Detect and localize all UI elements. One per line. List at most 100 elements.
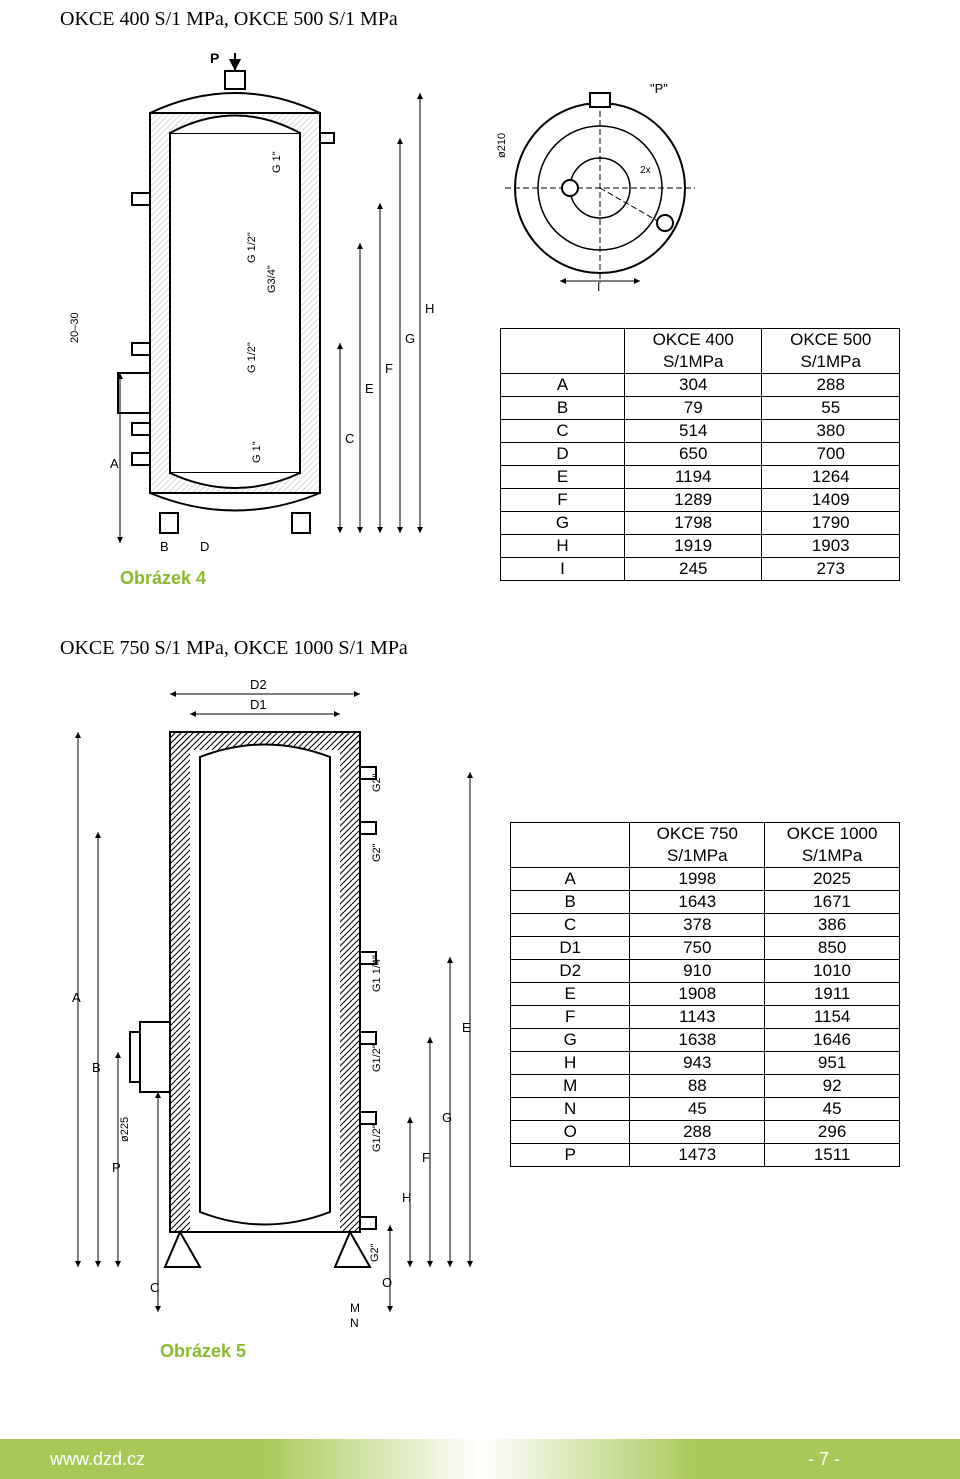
fig2-M: M: [350, 1301, 360, 1315]
footer-gradient: [260, 1439, 700, 1479]
fig2-B: B: [92, 1060, 101, 1075]
fig1-C: C: [345, 431, 354, 446]
fig1-F: F: [385, 361, 393, 376]
fig1-g1: G 1": [271, 151, 283, 173]
cell-value: 1194: [624, 466, 762, 489]
cell-value: 1790: [762, 512, 900, 535]
row-label: D: [501, 443, 625, 466]
table-row: D650700: [501, 443, 900, 466]
cell-value: 55: [762, 397, 900, 420]
fig2-g2a: G2": [371, 773, 383, 792]
row-label: M: [511, 1075, 630, 1098]
table-row: F11431154: [511, 1006, 900, 1029]
cell-value: 304: [624, 374, 762, 397]
table-row: B7955: [501, 397, 900, 420]
fig1b-g: 2x: [640, 165, 651, 176]
cell-value: 273: [762, 558, 900, 581]
fig1-g1b: G 1": [251, 441, 263, 463]
cell-value: 1646: [765, 1029, 900, 1052]
cell-value: 88: [630, 1075, 765, 1098]
row-label: H: [511, 1052, 630, 1075]
fig1b-d210: ø210: [496, 133, 508, 158]
cell-value: 1511: [765, 1144, 900, 1167]
row-label: G: [501, 512, 625, 535]
cell-value: 514: [624, 420, 762, 443]
table-2-wrap: OKCE 750 S/1MPa OKCE 1000 S/1MPa A199820…: [510, 822, 900, 1167]
cell-value: 850: [765, 937, 900, 960]
row-label: G: [511, 1029, 630, 1052]
row-label: C: [511, 914, 630, 937]
table-row: E11941264: [501, 466, 900, 489]
cell-value: 1409: [762, 489, 900, 512]
fig2-G: G: [442, 1110, 452, 1125]
cell-value: 92: [765, 1075, 900, 1098]
table-1-wrap: OKCE 400 S/1MPa OKCE 500 S/1MPa A304288B…: [500, 328, 900, 581]
cell-value: 1998: [630, 868, 765, 891]
cell-value: 1143: [630, 1006, 765, 1029]
cell-value: 1289: [624, 489, 762, 512]
table-1-corner: [501, 329, 625, 374]
table-1-col-0: OKCE 400 S/1MPa: [624, 329, 762, 374]
row-label: O: [511, 1121, 630, 1144]
cell-value: 1154: [765, 1006, 900, 1029]
fig2-F: F: [422, 1150, 430, 1165]
table-row: H943951: [511, 1052, 900, 1075]
table-row: P14731511: [511, 1144, 900, 1167]
cell-value: 1908: [630, 983, 765, 1006]
section-figure-1: 20–30 P: [60, 43, 900, 613]
cell-value: 1911: [765, 983, 900, 1006]
cell-value: 1473: [630, 1144, 765, 1167]
row-label: B: [511, 891, 630, 914]
cell-value: 1798: [624, 512, 762, 535]
table-2-col-1: OKCE 1000 S/1MPa: [765, 823, 900, 868]
table-2-col-0: OKCE 750 S/1MPa: [630, 823, 765, 868]
cell-value: 79: [624, 397, 762, 420]
fig1-g12b: G 1/2": [246, 342, 258, 373]
table-row: E19081911: [511, 983, 900, 1006]
cell-value: 943: [630, 1052, 765, 1075]
cell-value: 386: [765, 914, 900, 937]
table-row: D1750850: [511, 937, 900, 960]
fig2-C: C: [150, 1280, 159, 1295]
fig1-range-label: 20–30: [69, 312, 81, 343]
table-row: A304288: [501, 374, 900, 397]
fig1-label-P: P: [210, 50, 219, 66]
cell-value: 951: [765, 1052, 900, 1075]
cell-value: 288: [630, 1121, 765, 1144]
fig2-A: A: [72, 990, 81, 1005]
cell-value: 1903: [762, 535, 900, 558]
row-label: N: [511, 1098, 630, 1121]
table-row: A19982025: [511, 868, 900, 891]
row-label: A: [511, 868, 630, 891]
fig2-g12b: G1/2": [371, 1124, 383, 1152]
row-label: E: [511, 983, 630, 1006]
row-label: D2: [511, 960, 630, 983]
cell-value: 750: [630, 937, 765, 960]
fig2-D1: D1: [250, 697, 267, 712]
fig2-D2: D2: [250, 677, 267, 692]
cell-value: 650: [624, 443, 762, 466]
footer: www.dzd.cz - 7 -: [0, 1419, 960, 1479]
row-label: B: [501, 397, 625, 420]
table-row: C378386: [511, 914, 900, 937]
heading-1: OKCE 400 S/1 MPa, OKCE 500 S/1 MPa: [60, 8, 900, 31]
fig2-O: O: [382, 1275, 392, 1290]
table-row: G17981790: [501, 512, 900, 535]
caption-4: Obrázek 4: [120, 568, 206, 589]
row-label: A: [501, 374, 625, 397]
fig2-P: P: [112, 1160, 121, 1175]
footer-url: www.dzd.cz: [50, 1439, 145, 1479]
table-2-corner: [511, 823, 630, 868]
cell-value: 700: [762, 443, 900, 466]
cell-value: 245: [624, 558, 762, 581]
cell-value: 1671: [765, 891, 900, 914]
table-row: M8892: [511, 1075, 900, 1098]
table-row: N4545: [511, 1098, 900, 1121]
cell-value: 45: [630, 1098, 765, 1121]
row-label: H: [501, 535, 625, 558]
cell-value: 1638: [630, 1029, 765, 1052]
fig1-H: H: [425, 301, 434, 316]
row-label: D1: [511, 937, 630, 960]
fig2-g114: G1 1/4": [371, 955, 383, 992]
table-row: O288296: [511, 1121, 900, 1144]
